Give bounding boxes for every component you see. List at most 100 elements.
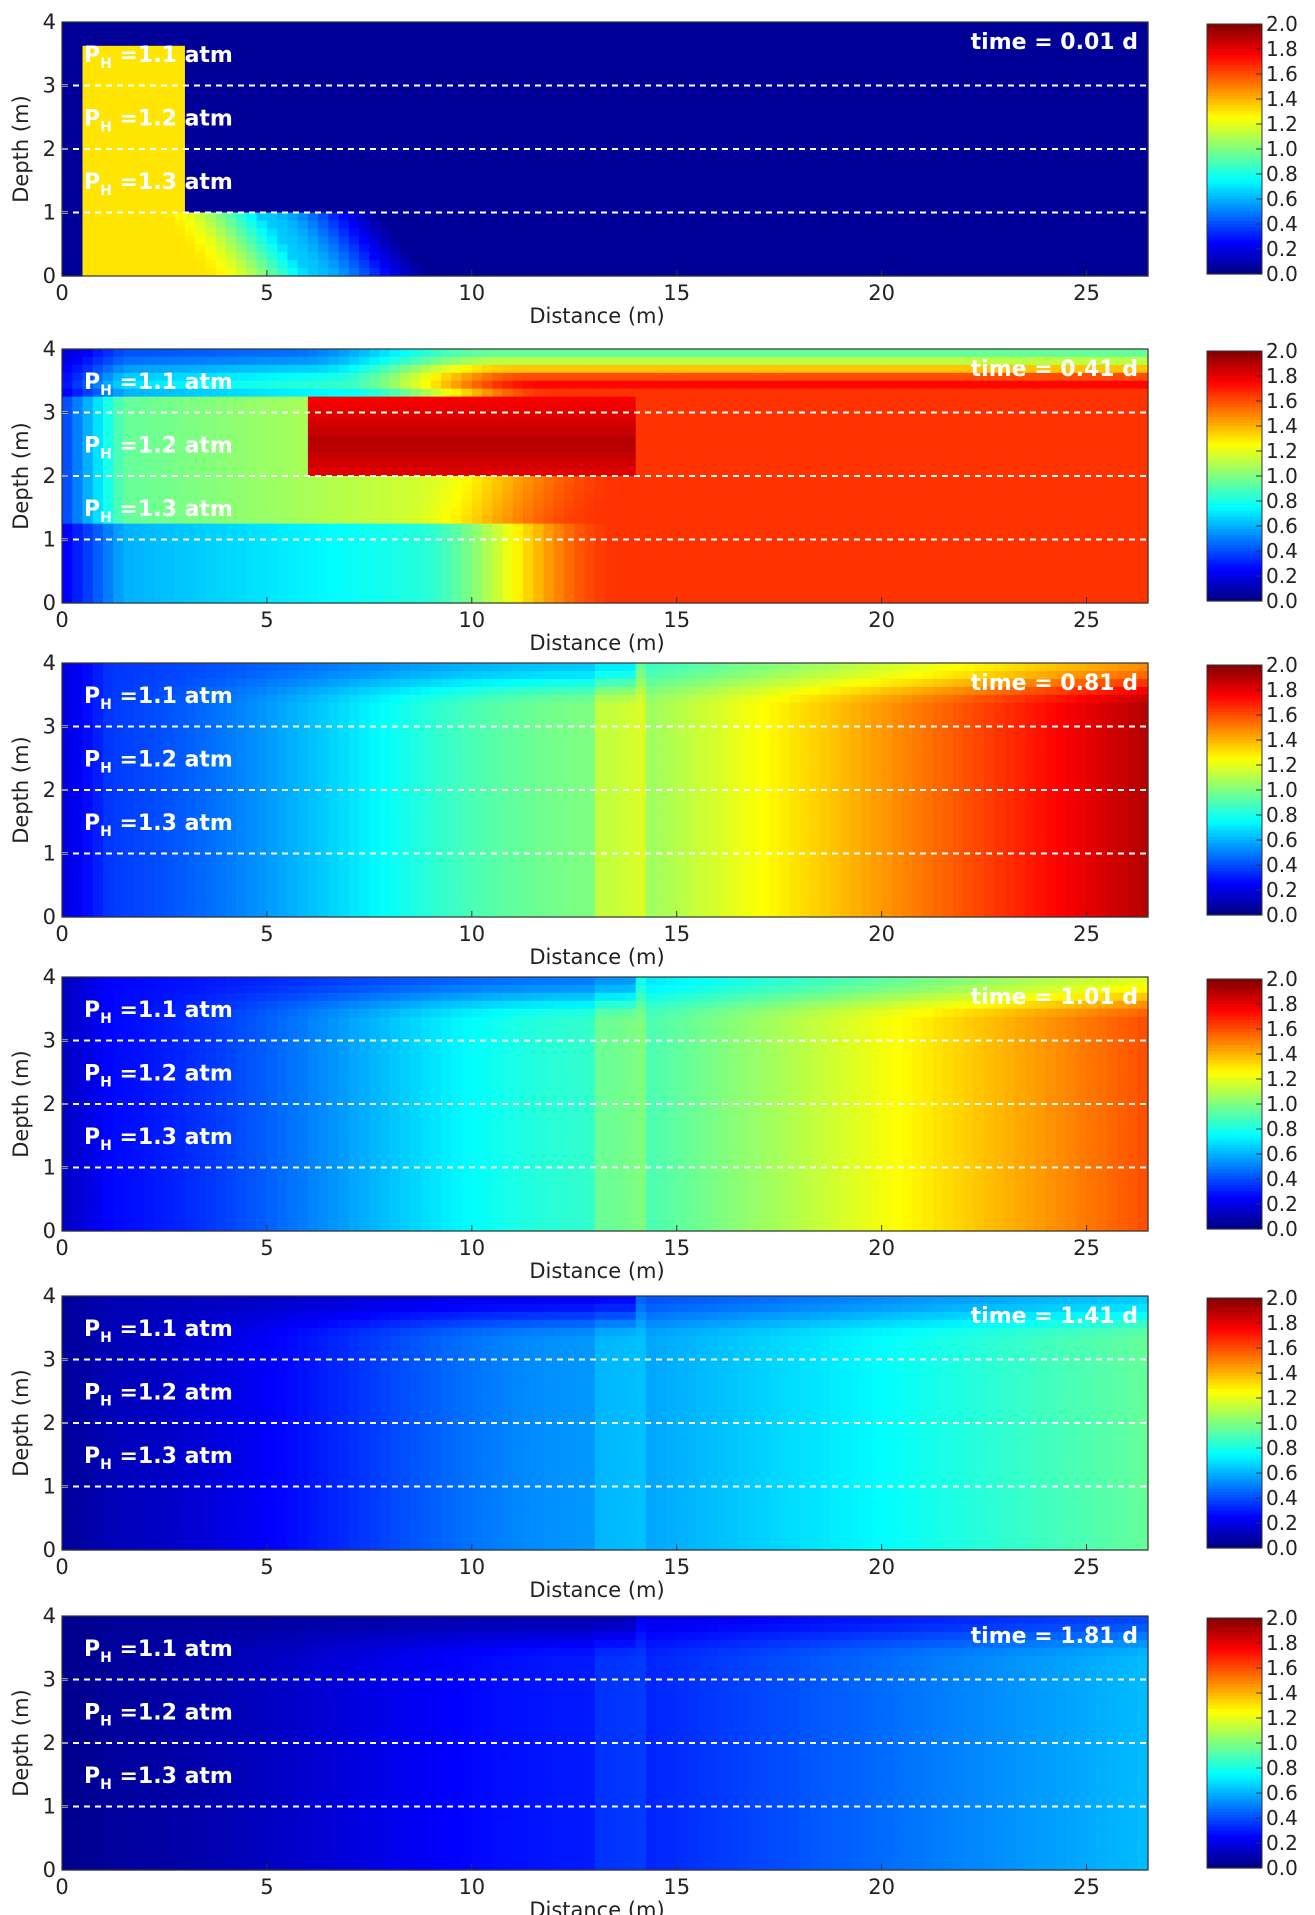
heatmap-cell — [963, 125, 975, 134]
heatmap-cell — [441, 587, 452, 596]
heatmap-cell — [266, 523, 278, 533]
heatmap-cell — [1025, 109, 1036, 118]
heatmap-cell — [451, 563, 463, 572]
heatmap-cell — [963, 252, 975, 261]
heatmap-cell — [318, 172, 329, 182]
heatmap-cell — [307, 77, 319, 87]
heatmap-cell — [102, 539, 114, 549]
heatmap-cell — [1014, 196, 1026, 206]
heatmap-cell — [1025, 188, 1036, 198]
heatmap-cell — [62, 507, 73, 517]
heatmap-cell — [359, 428, 370, 437]
heatmap-cell — [461, 380, 473, 390]
heatmap-cell — [861, 141, 872, 150]
heatmap-cell — [123, 188, 135, 198]
heatmap-cell — [92, 571, 104, 580]
heatmap-cell — [861, 29, 872, 39]
heatmap-cell — [830, 260, 842, 269]
heatmap-cell — [881, 77, 893, 87]
heatmap-cell — [123, 117, 135, 126]
heatmap-cell — [1055, 93, 1067, 102]
heatmap-cell — [635, 77, 647, 87]
heatmap-cell — [1117, 149, 1129, 158]
heatmap-cell — [809, 93, 821, 102]
colorbar-tick-label: 1.0 — [1266, 137, 1298, 161]
heatmap-cell — [154, 507, 166, 517]
heatmap-cell — [512, 531, 524, 541]
heatmap-cell — [143, 555, 155, 564]
heatmap-cell — [482, 188, 493, 198]
heatmap-cell — [277, 571, 288, 580]
heatmap-cell — [902, 212, 913, 222]
heatmap-cell — [164, 372, 176, 382]
heatmap-cell — [451, 228, 463, 237]
heatmap-cell — [236, 141, 248, 150]
colorbar-band — [1207, 233, 1262, 238]
heatmap-cell — [984, 212, 995, 222]
heatmap-cell — [328, 61, 340, 71]
heatmap-cell — [420, 468, 432, 477]
heatmap-cell — [482, 101, 493, 110]
heatmap-cell — [564, 236, 575, 245]
heatmap-cell — [994, 53, 1006, 63]
heatmap-cell — [676, 93, 688, 102]
heatmap-cell — [861, 149, 872, 158]
heatmap-cell — [441, 571, 452, 580]
heatmap-cell — [727, 45, 739, 55]
heatmap-cell — [154, 141, 166, 150]
heatmap-cell — [656, 37, 668, 47]
heatmap-cell — [143, 563, 155, 572]
heatmap-cell — [205, 555, 217, 564]
heatmap-cell — [1045, 228, 1057, 237]
heatmap-cell — [748, 236, 760, 245]
heatmap-cell — [410, 404, 422, 414]
heatmap-cell — [184, 380, 196, 390]
heatmap-cell — [92, 85, 104, 95]
heatmap-cell — [266, 22, 278, 31]
heatmap-cell — [502, 436, 514, 445]
colorbar-band — [1207, 89, 1262, 94]
heatmap-cell — [82, 22, 94, 31]
heatmap-cell — [799, 180, 811, 190]
heatmap-cell — [277, 29, 288, 39]
heatmap-cell — [236, 499, 248, 509]
heatmap-cell — [62, 133, 73, 142]
heatmap-cell — [123, 196, 135, 206]
heatmap-cell — [174, 53, 186, 63]
heatmap-cell — [174, 476, 186, 485]
heatmap-cell — [635, 156, 647, 166]
heatmap-cell — [809, 228, 821, 237]
heatmap-cell — [297, 37, 309, 47]
heatmap-cell — [72, 595, 84, 604]
heatmap-cell — [1107, 93, 1118, 102]
heatmap-cell — [502, 125, 514, 134]
heatmap-cell — [574, 228, 586, 237]
heatmap-cell — [348, 587, 360, 596]
heatmap-cell — [594, 164, 606, 174]
heatmap-cell — [738, 29, 750, 39]
heatmap-cell — [1045, 236, 1057, 245]
heatmap-cell — [430, 101, 442, 110]
heatmap-cell — [287, 388, 299, 398]
heatmap-cell — [471, 125, 483, 134]
heatmap-cell — [174, 37, 186, 47]
heatmap-cell — [297, 236, 309, 245]
heatmap-cell — [779, 53, 791, 63]
heatmap-cell — [389, 133, 401, 142]
heatmap-cell — [143, 491, 155, 501]
heatmap-cell — [461, 563, 473, 572]
heatmap-cell — [471, 77, 483, 87]
heatmap-cell — [277, 563, 288, 572]
heatmap-cell — [1004, 268, 1016, 277]
heatmap-cell — [1086, 101, 1098, 110]
heatmap-cell — [195, 45, 207, 55]
heatmap-cell — [676, 29, 688, 39]
heatmap-cell — [441, 180, 452, 190]
heatmap-cell — [287, 236, 299, 245]
heatmap-cell — [72, 420, 84, 429]
heatmap-cell — [174, 483, 186, 493]
heatmap-cell — [338, 372, 350, 382]
heatmap-cell — [666, 69, 678, 79]
heatmap-cell — [850, 29, 862, 39]
heatmap-cell — [451, 268, 463, 277]
